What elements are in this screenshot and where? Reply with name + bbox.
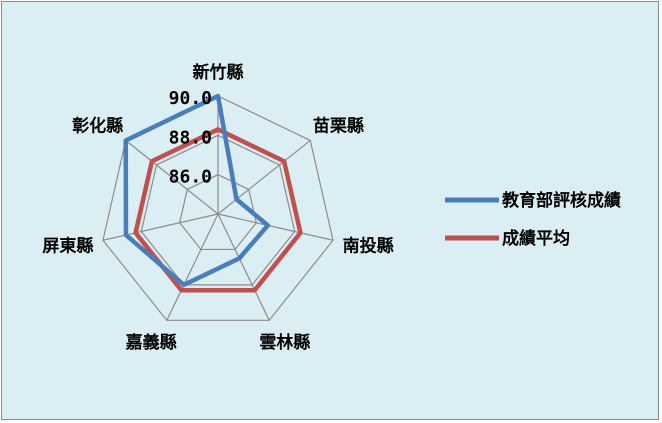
category-label-3: 南投縣 bbox=[343, 236, 394, 257]
radial-tick-labels: 86.0 88.0 90.0 bbox=[169, 88, 212, 188]
series-line-1 bbox=[123, 93, 271, 288]
spoke-4 bbox=[217, 213, 270, 321]
radar-series bbox=[123, 93, 303, 293]
radar-spokes bbox=[102, 96, 334, 321]
legend-label-1: 教育部評核成績 bbox=[501, 190, 621, 211]
category-label-2: 苗栗縣 bbox=[313, 115, 364, 136]
radar-grid bbox=[102, 95, 334, 321]
category-label-5: 嘉義縣 bbox=[125, 332, 177, 353]
category-label-4: 雲林縣 bbox=[259, 332, 310, 353]
spoke-3 bbox=[217, 213, 334, 241]
spoke-7 bbox=[125, 139, 219, 215]
spoke-6 bbox=[102, 213, 219, 241]
series-line-2 bbox=[133, 127, 303, 293]
category-label-1: 新竹縣 bbox=[193, 62, 244, 83]
category-label-7: 彰化縣 bbox=[72, 115, 123, 136]
tick-label-3: 90.0 bbox=[169, 88, 212, 109]
category-label-6: 屏東縣 bbox=[42, 236, 93, 257]
tick-label-1: 86.0 bbox=[169, 167, 212, 188]
tick-label-2: 88.0 bbox=[169, 127, 212, 148]
spoke-5 bbox=[166, 213, 219, 321]
spoke-2 bbox=[217, 139, 311, 215]
grid-ring-2 bbox=[140, 134, 296, 286]
legend-label-2: 成績平均 bbox=[502, 228, 570, 249]
grid-ring-3 bbox=[102, 95, 334, 321]
grid-ring-1 bbox=[179, 174, 257, 251]
